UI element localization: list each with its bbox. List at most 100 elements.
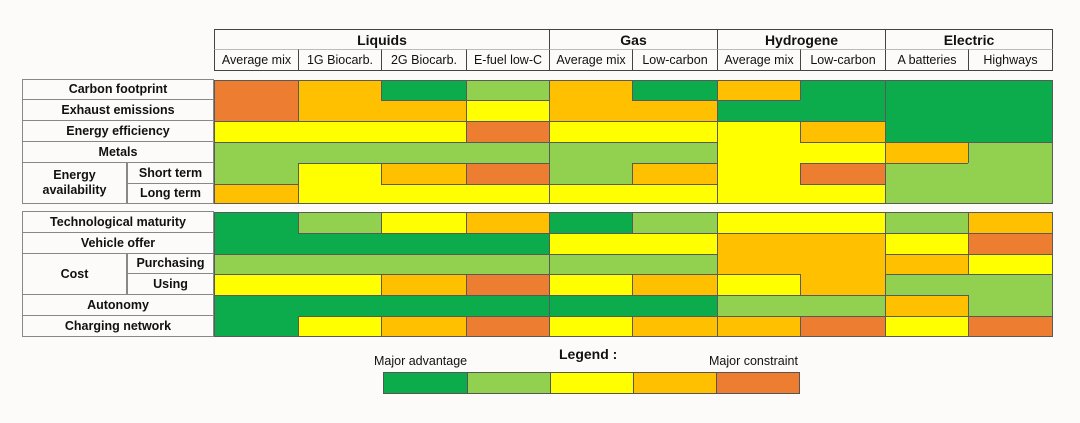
heat-cell	[298, 316, 381, 337]
heat-cell	[717, 212, 800, 233]
row-label-exhaust: Exhaust emissions	[22, 99, 214, 121]
heat-cell	[549, 121, 632, 142]
heat-cell	[632, 274, 717, 295]
heat-cell	[968, 184, 1053, 204]
heat-cell	[298, 274, 381, 295]
legend-title: Legend :	[559, 346, 618, 362]
heat-cell	[381, 212, 466, 233]
heat-cell	[214, 233, 298, 254]
heat-cell	[298, 254, 381, 274]
heat-cell	[717, 254, 800, 274]
heat-cell	[968, 80, 1053, 100]
heat-cell	[214, 254, 298, 274]
group-header-gas: Gas	[549, 29, 717, 49]
heat-cell	[298, 80, 381, 100]
heat-cell	[466, 142, 549, 163]
heat-cell	[800, 295, 885, 316]
column-header: Low-carbon	[800, 49, 885, 71]
heat-cell	[466, 233, 549, 254]
heat-cell	[381, 254, 466, 274]
heat-cell	[381, 163, 466, 184]
heat-cell	[968, 212, 1053, 233]
heat-cell	[800, 212, 885, 233]
heat-cell	[885, 254, 968, 274]
row-label-short-term: Short term	[127, 162, 214, 184]
heat-cell	[800, 316, 885, 337]
group-header-electric: Electric	[885, 29, 1053, 49]
heat-cell	[466, 100, 549, 121]
heat-cell	[466, 80, 549, 100]
heat-cell	[214, 80, 298, 100]
heat-cell	[717, 233, 800, 254]
heat-cell	[298, 121, 381, 142]
heat-cell	[381, 295, 466, 316]
column-header: Low-carbon	[632, 49, 717, 71]
heat-cell	[214, 142, 298, 163]
heat-cell	[717, 80, 800, 100]
heat-cell	[632, 121, 717, 142]
heat-cell	[298, 212, 381, 233]
column-header: 1G Biocarb.	[298, 49, 381, 71]
heat-cell	[298, 142, 381, 163]
heat-cell	[549, 80, 632, 100]
column-header: E-fuel low-C	[466, 49, 549, 71]
heat-cell	[632, 100, 717, 121]
heat-cell	[968, 233, 1053, 254]
heat-cell	[214, 184, 298, 204]
heat-cell	[885, 100, 968, 121]
row-label-metals: Metals	[22, 141, 214, 163]
heat-cell	[549, 316, 632, 337]
group-header-hydrogene: Hydrogene	[717, 29, 885, 49]
heat-cell	[800, 142, 885, 163]
heat-cell	[800, 80, 885, 100]
heat-cell	[885, 142, 968, 163]
legend-swatch	[716, 373, 799, 393]
row-label-vehicle: Vehicle offer	[22, 232, 214, 254]
heat-cell	[466, 121, 549, 142]
heat-cell	[968, 316, 1053, 337]
row-label-carbon: Carbon footprint	[22, 79, 214, 100]
heat-cell	[717, 121, 800, 142]
column-header: Average mix	[549, 49, 632, 71]
heat-cell	[632, 142, 717, 163]
heat-cell	[632, 316, 717, 337]
heat-cell	[968, 121, 1053, 142]
legend-swatch	[550, 373, 633, 393]
heat-cell	[381, 80, 466, 100]
heat-cell	[549, 100, 632, 121]
heat-cell	[968, 274, 1053, 295]
heat-cell	[968, 254, 1053, 274]
heat-cell	[632, 80, 717, 100]
column-header: 2G Biocarb.	[381, 49, 466, 71]
heat-cell	[549, 184, 632, 204]
heat-cell	[632, 212, 717, 233]
heat-cell	[717, 295, 800, 316]
legend-color-scale	[383, 372, 800, 394]
legend-advantage-label: Major advantage	[374, 354, 468, 368]
column-header: Average mix	[717, 49, 800, 71]
heat-cell	[632, 295, 717, 316]
heat-cell	[214, 100, 298, 121]
heat-cell	[968, 142, 1053, 163]
heat-cell	[214, 274, 298, 295]
heat-cell	[549, 212, 632, 233]
heat-cell	[381, 142, 466, 163]
heat-cell	[968, 295, 1053, 316]
column-header: Highways	[968, 49, 1053, 71]
row-label-charging: Charging network	[22, 315, 214, 337]
heat-cell	[717, 274, 800, 295]
heat-cell	[717, 142, 800, 163]
legend-swatch	[467, 373, 550, 393]
heat-cell	[214, 121, 298, 142]
row-label-using: Using	[127, 273, 214, 295]
heat-cell	[214, 212, 298, 233]
heat-cell	[549, 163, 632, 184]
heat-cell	[549, 142, 632, 163]
heat-cell	[717, 100, 800, 121]
heat-cell	[632, 184, 717, 204]
heat-cell	[968, 163, 1053, 184]
heat-cell	[885, 184, 968, 204]
heat-cell	[381, 121, 466, 142]
heat-cell	[632, 163, 717, 184]
group-header-liquids: Liquids	[214, 29, 549, 49]
